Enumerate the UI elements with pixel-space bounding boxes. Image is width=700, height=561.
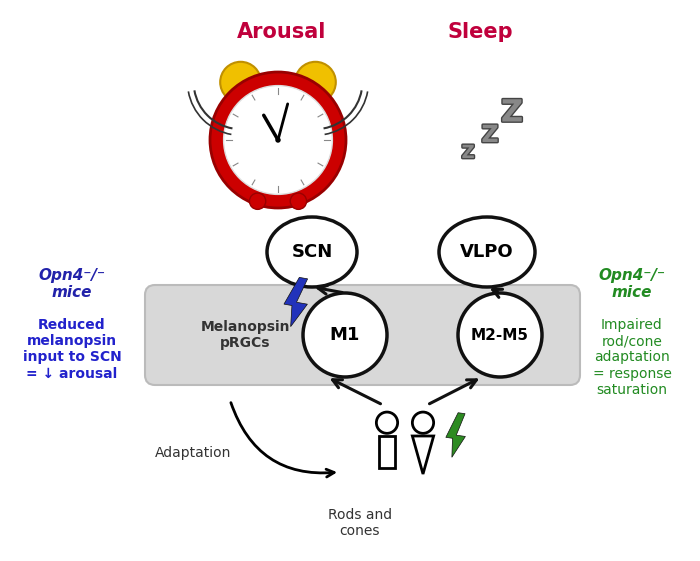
Text: VLPO: VLPO [460,243,514,261]
Text: Adaptation: Adaptation [155,446,231,460]
Text: Opn4⁻/⁻
mice: Opn4⁻/⁻ mice [598,268,666,300]
FancyBboxPatch shape [145,285,580,385]
Circle shape [303,293,387,377]
Circle shape [210,72,346,208]
Polygon shape [284,277,307,327]
Text: Melanopsin
pRGCs: Melanopsin pRGCs [200,320,290,350]
Ellipse shape [439,217,535,287]
Circle shape [290,193,307,209]
Polygon shape [412,436,433,474]
Circle shape [377,412,398,433]
Text: Impaired
rod/cone
adaptation
= response
saturation: Impaired rod/cone adaptation = response … [593,318,671,397]
Circle shape [295,62,336,103]
Text: Z: Z [501,99,523,127]
Circle shape [275,137,281,142]
Text: Arousal: Arousal [237,22,327,42]
Circle shape [458,293,542,377]
Circle shape [223,86,332,195]
Text: Sleep: Sleep [447,22,513,42]
Text: M1: M1 [330,326,360,344]
Text: Opn4⁻/⁻
mice: Opn4⁻/⁻ mice [38,268,106,300]
Ellipse shape [267,217,357,287]
Circle shape [412,412,433,433]
Circle shape [249,193,266,209]
Circle shape [220,62,261,103]
Text: Z: Z [461,144,475,162]
Text: SCN: SCN [291,243,332,261]
Polygon shape [446,413,466,457]
Text: M2-M5: M2-M5 [471,328,529,343]
Text: Z: Z [482,123,498,147]
FancyArrowPatch shape [231,403,334,477]
Text: Rods and
cones: Rods and cones [328,508,392,538]
Text: Reduced
melanopsin
input to SCN
= ↓ arousal: Reduced melanopsin input to SCN = ↓ arou… [22,318,121,380]
FancyBboxPatch shape [379,436,396,468]
